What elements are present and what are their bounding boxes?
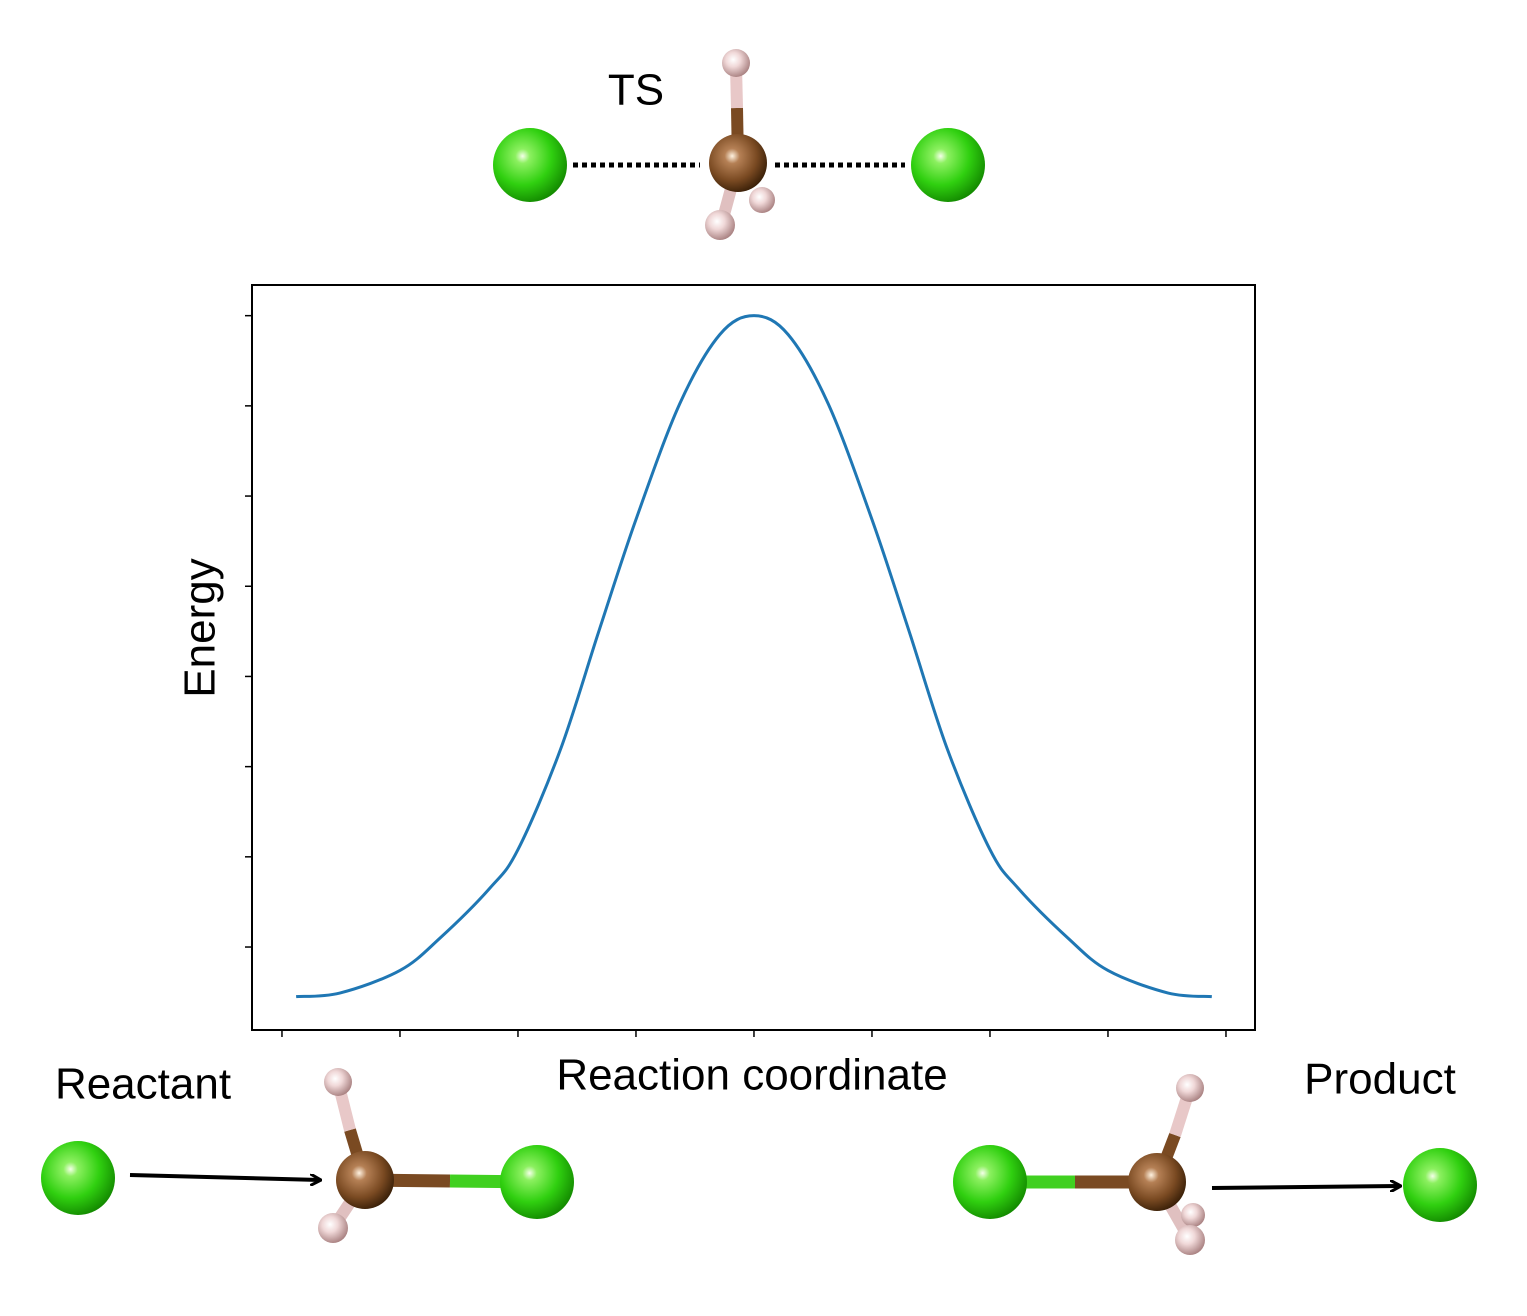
ts-label: TS xyxy=(608,66,664,115)
product-label: Product xyxy=(1304,1055,1456,1104)
y-axis-label: Energy xyxy=(176,558,225,697)
energy-curve xyxy=(296,314,1212,999)
plot-frame xyxy=(251,284,1256,1031)
product-molecule xyxy=(953,1074,1477,1255)
x-axis-label: Reaction coordinate xyxy=(556,1051,947,1100)
ts-molecule xyxy=(493,49,985,240)
reactant-molecule xyxy=(41,1068,574,1243)
reactant-label: Reactant xyxy=(55,1060,231,1109)
